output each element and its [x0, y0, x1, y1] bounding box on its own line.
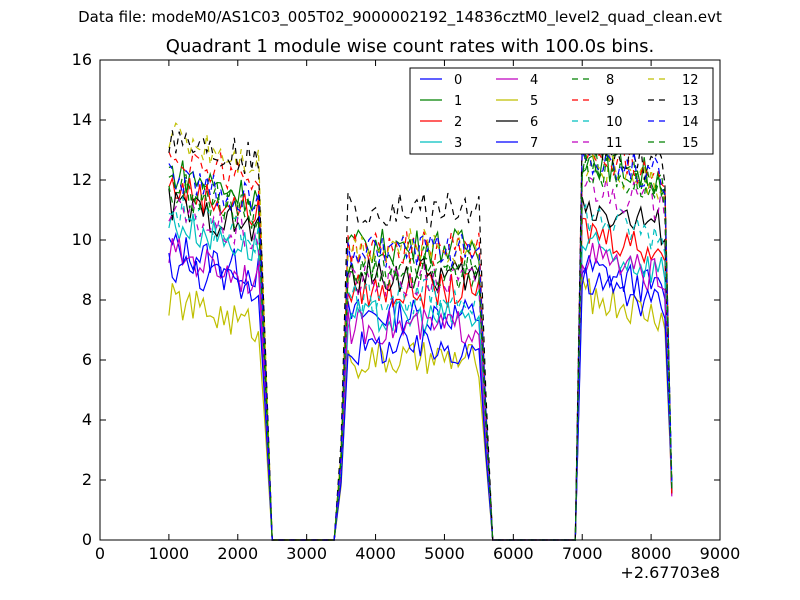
series-line-0 [168, 231, 673, 541]
y-tick-label: 6 [82, 350, 92, 369]
y-tick-label: 14 [72, 110, 92, 129]
y-tick-label: 8 [82, 290, 92, 309]
legend-label: 7 [530, 136, 538, 151]
legend-label: 9 [606, 94, 614, 109]
x-tick-label: 7000 [562, 544, 603, 563]
x-axis-offset-label: +2.67703e8 [620, 563, 720, 582]
x-tick-label: 0 [95, 544, 105, 563]
series-line-11 [168, 176, 673, 541]
legend-label: 14 [682, 115, 699, 130]
y-tick-label: 10 [72, 230, 92, 249]
y-tick-label: 16 [72, 50, 92, 69]
x-tick-label: 1000 [149, 544, 190, 563]
legend-label: 15 [682, 136, 699, 151]
series-line-3 [168, 211, 673, 541]
y-tick-label: 12 [72, 170, 92, 189]
y-tick-label: 0 [82, 530, 92, 549]
x-tick-label: 2000 [217, 544, 258, 563]
chart-title: Quadrant 1 module wise count rates with … [165, 36, 655, 57]
legend-label: 0 [454, 73, 462, 88]
series-line-5 [168, 277, 673, 541]
x-tick-label: 9000 [700, 544, 741, 563]
legend-label: 1 [454, 94, 462, 109]
x-tick-label: 4000 [355, 544, 396, 563]
x-tick-label: 3000 [286, 544, 327, 563]
legend-label: 4 [530, 73, 538, 88]
legend-label: 11 [606, 136, 623, 151]
series-line-12 [168, 122, 673, 541]
legend-box [409, 67, 714, 155]
series-line-15 [168, 151, 673, 541]
legend-label: 13 [682, 94, 699, 109]
series-lines-layer [168, 122, 673, 541]
series-line-9 [168, 136, 673, 541]
legend-label: 12 [682, 73, 699, 88]
legend-label: 6 [530, 115, 538, 130]
series-line-1 [168, 146, 673, 541]
ticks-layer: 0 1000 2000 3000 4000 5000 6000 7000 8000 9000 0 2 4… [72, 50, 741, 563]
y-tick-label: 2 [82, 470, 92, 489]
legend-label: 8 [606, 73, 614, 88]
series-line-2 [168, 176, 673, 541]
series-line-7 [168, 253, 673, 541]
series-line-4 [168, 238, 673, 541]
legend-label: 3 [454, 136, 462, 151]
series-line-14 [168, 150, 673, 541]
series-line-6 [168, 188, 673, 541]
legend-label: 2 [454, 115, 462, 130]
legend-label: 5 [530, 94, 538, 109]
figure-suptitle: Data file: modeM0/AS1C03_005T02_90000021… [78, 8, 722, 26]
series-line-10 [168, 196, 673, 541]
x-tick-label: 6000 [493, 544, 534, 563]
x-tick-label: 8000 [631, 544, 672, 563]
y-tick-label: 4 [82, 410, 92, 429]
legend-label: 10 [606, 115, 623, 130]
x-tick-label: 5000 [424, 544, 465, 563]
